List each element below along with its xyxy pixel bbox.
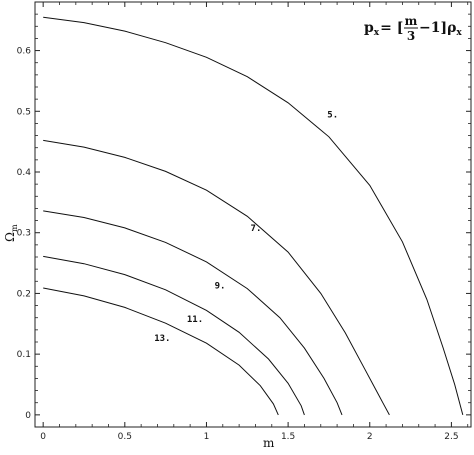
curve-label: 7. [251,224,262,234]
curve-label: 9. [215,282,226,292]
svg-text:Ωm: Ωm [3,224,19,242]
eq-tail: −1]ρ [419,20,456,36]
curve-5 [43,16,464,416]
y-tick-label: 0.3 [17,229,31,239]
eq-lhs-sub: x [374,28,380,38]
curve-label: 5. [327,110,338,120]
svg-text:−1]ρx: −1]ρx [419,20,462,38]
curve-label-group: 5. 7. 9. 11. 13. [154,110,338,343]
curve-13 [43,287,279,416]
y-axis-label-main: Ω [3,232,17,242]
eq-open: = [ [380,20,403,36]
eq-tail-sub: x [456,28,462,38]
svg-text:px= [: px= [ [364,20,403,38]
curve-label: 11. [187,315,203,325]
y-axis-ticks: 0 0.1 0.2 0.3 0.4 0.5 0.6 [17,1,471,421]
curve-9 [43,210,343,416]
x-tick-label: 1.5 [281,432,295,442]
eq-lhs: p [364,20,374,36]
eq-frac-den: 3 [407,29,415,43]
x-tick-label: 2 [367,432,373,442]
curve-label: 13. [154,334,170,344]
curve-7 [43,139,390,416]
plot-frame [34,1,472,428]
curve-group [43,16,464,416]
y-tick-label: 0.5 [17,107,31,117]
y-tick-label: 0 [25,411,31,421]
x-tick-label: 1 [204,432,210,442]
x-tick-label: 0.5 [118,432,132,442]
y-axis-label: Ωm [3,224,19,242]
y-tick-label: 0.4 [17,168,32,178]
x-axis-label: m [263,436,275,450]
y-tick-label: 0.6 [17,47,32,57]
y-axis-label-sub: m [10,224,19,232]
eq-frac-num: m [405,14,418,28]
x-tick-label: 0 [40,432,46,442]
x-axis-ticks: 0 0.5 1 1.5 2 2.5 [40,2,469,442]
x-tick-label: 2.5 [444,432,458,442]
y-tick-label: 0.2 [17,289,31,299]
y-tick-label: 0.1 [17,350,31,360]
equation-annotation: px= [ m 3 −1]ρx [364,14,462,43]
curve-11 [43,255,305,416]
